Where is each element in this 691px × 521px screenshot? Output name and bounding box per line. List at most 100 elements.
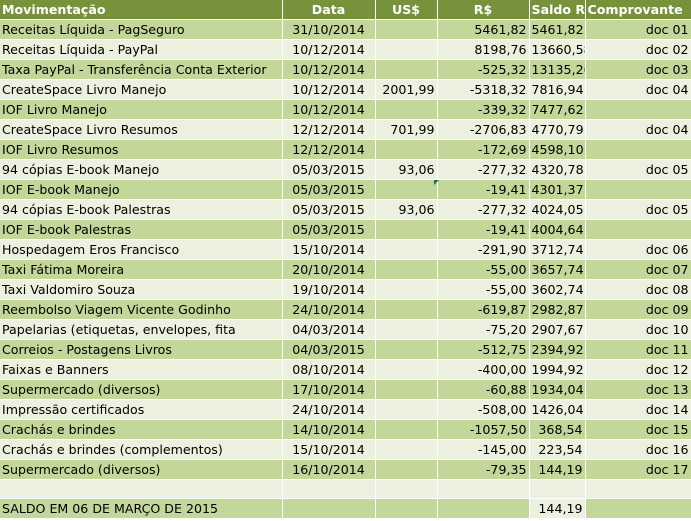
cell[interactable] xyxy=(585,479,691,499)
cell-brl[interactable]: -619,87 xyxy=(437,299,530,320)
header-brl[interactable]: R$ xyxy=(437,0,530,20)
cell-comprovante[interactable]: doc 08 xyxy=(585,279,691,300)
cell-brl[interactable]: -277,32 xyxy=(437,159,530,180)
cell-usd[interactable] xyxy=(375,139,438,160)
cell-data[interactable]: 17/10/2014 xyxy=(282,379,376,400)
total-value[interactable]: 144,19 xyxy=(529,498,586,519)
cell-saldo[interactable]: 2982,87 xyxy=(529,299,586,320)
cell-usd[interactable] xyxy=(375,439,438,460)
cell-brl[interactable]: -2706,83 xyxy=(437,119,530,140)
cell-comprovante[interactable]: doc 02 xyxy=(585,39,691,60)
cell-movimentacao[interactable]: Papelarias (etiquetas, envelopes, fita xyxy=(0,319,283,340)
cell-saldo[interactable]: 1426,04 xyxy=(529,399,586,420)
cell-saldo[interactable]: 223,54 xyxy=(529,439,586,460)
cell-usd[interactable] xyxy=(375,239,438,260)
cell-usd[interactable] xyxy=(375,379,438,400)
cell-brl[interactable]: 8198,76 xyxy=(437,39,530,60)
cell-movimentacao[interactable]: Taxi Valdomiro Souza xyxy=(0,279,283,300)
cell-usd[interactable] xyxy=(375,219,438,240)
cell-movimentacao[interactable]: Reembolso Viagem Vicente Godinho xyxy=(0,299,283,320)
cell-comprovante[interactable]: doc 14 xyxy=(585,399,691,420)
cell[interactable] xyxy=(585,498,691,519)
cell-saldo[interactable]: 13660,58 xyxy=(529,39,586,60)
cell-movimentacao[interactable]: Taxi Fátima Moreira xyxy=(0,259,283,280)
cell-comprovante[interactable]: doc 03 xyxy=(585,59,691,80)
cell-movimentacao[interactable]: 94 cópias E-book Manejo xyxy=(0,159,283,180)
cell-brl[interactable]: -75,20 xyxy=(437,319,530,340)
cell-usd[interactable] xyxy=(375,419,438,440)
cell[interactable] xyxy=(375,479,438,499)
cell-movimentacao[interactable]: CreateSpace Livro Resumos xyxy=(0,119,283,140)
cell[interactable] xyxy=(375,498,438,519)
cell-comprovante[interactable] xyxy=(585,99,691,120)
cell-data[interactable]: 24/10/2014 xyxy=(282,299,376,320)
header-data[interactable]: Data xyxy=(282,0,376,20)
cell[interactable] xyxy=(282,498,376,519)
cell-movimentacao[interactable]: IOF E-book Manejo xyxy=(0,179,283,200)
cell-saldo[interactable]: 4024,05 xyxy=(529,199,586,220)
cell-usd[interactable] xyxy=(375,459,438,480)
cell-data[interactable]: 12/12/2014 xyxy=(282,139,376,160)
cell-usd[interactable]: 701,99 xyxy=(375,119,438,140)
cell-usd[interactable] xyxy=(375,319,438,340)
cell-brl[interactable]: -400,00 xyxy=(437,359,530,380)
cell-movimentacao[interactable]: Hospedagem Eros Francisco xyxy=(0,239,283,260)
cell-comprovante[interactable]: doc 07 xyxy=(585,259,691,280)
cell-movimentacao[interactable]: Correios - Postagens Livros xyxy=(0,339,283,360)
cell-saldo[interactable]: 4301,37 xyxy=(529,179,586,200)
cell-saldo[interactable]: 4004,64 xyxy=(529,219,586,240)
cell-brl[interactable]: -60,88 xyxy=(437,379,530,400)
cell[interactable] xyxy=(529,479,586,499)
cell-movimentacao[interactable]: Crachás e brindes xyxy=(0,419,283,440)
cell-data[interactable]: 15/10/2014 xyxy=(282,239,376,260)
cell-saldo[interactable]: 1934,04 xyxy=(529,379,586,400)
cell-usd[interactable] xyxy=(375,179,438,200)
cell-usd[interactable] xyxy=(375,99,438,120)
cell-brl[interactable]: -19,41 xyxy=(437,219,530,240)
cell-data[interactable]: 31/10/2014 xyxy=(282,19,376,40)
cell-brl[interactable]: -55,00 xyxy=(437,259,530,280)
cell[interactable] xyxy=(437,479,530,499)
cell-comprovante[interactable] xyxy=(585,219,691,240)
cell-saldo[interactable]: 1994,92 xyxy=(529,359,586,380)
cell-usd[interactable] xyxy=(375,339,438,360)
cell-saldo[interactable]: 13135,26 xyxy=(529,59,586,80)
cell-comprovante[interactable]: doc 12 xyxy=(585,359,691,380)
cell-comprovante[interactable]: doc 01 xyxy=(585,19,691,40)
cell-movimentacao[interactable]: Faixas e Banners xyxy=(0,359,283,380)
cell-comprovante[interactable]: doc 11 xyxy=(585,339,691,360)
cell-saldo[interactable]: 7816,94 xyxy=(529,79,586,100)
cell-data[interactable]: 20/10/2014 xyxy=(282,259,376,280)
cell-data[interactable]: 04/03/2014 xyxy=(282,319,376,340)
cell-brl[interactable]: -19,41 xyxy=(437,179,530,200)
cell-data[interactable]: 14/10/2014 xyxy=(282,419,376,440)
cell-saldo[interactable]: 3602,74 xyxy=(529,279,586,300)
cell-usd[interactable] xyxy=(375,359,438,380)
cell-saldo[interactable]: 4320,78 xyxy=(529,159,586,180)
cell-comprovante[interactable] xyxy=(585,179,691,200)
cell-data[interactable]: 24/10/2014 xyxy=(282,399,376,420)
cell-comprovante[interactable]: doc 09 xyxy=(585,299,691,320)
cell-movimentacao[interactable]: CreateSpace Livro Manejo xyxy=(0,79,283,100)
cell-movimentacao[interactable]: Supermercado (diversos) xyxy=(0,379,283,400)
cell-saldo[interactable]: 2907,67 xyxy=(529,319,586,340)
cell-movimentacao[interactable]: Taxa PayPal - Transferência Conta Exteri… xyxy=(0,59,283,80)
cell-brl[interactable]: -339,32 xyxy=(437,99,530,120)
cell-brl[interactable]: -525,32 xyxy=(437,59,530,80)
cell-movimentacao[interactable]: IOF Livro Resumos xyxy=(0,139,283,160)
cell-brl[interactable]: -277,32 xyxy=(437,199,530,220)
cell-comprovante[interactable]: doc 05 xyxy=(585,199,691,220)
cell-data[interactable]: 08/10/2014 xyxy=(282,359,376,380)
cell-movimentacao[interactable]: Supermercado (diversos) xyxy=(0,459,283,480)
cell-brl[interactable]: -172,69 xyxy=(437,139,530,160)
cell-usd[interactable] xyxy=(375,39,438,60)
cell-usd[interactable]: 2001,99 xyxy=(375,79,438,100)
cell-comprovante[interactable]: doc 16 xyxy=(585,439,691,460)
cell[interactable] xyxy=(437,498,530,519)
cell-saldo[interactable]: 7477,62 xyxy=(529,99,586,120)
cell-saldo[interactable]: 368,54 xyxy=(529,419,586,440)
cell-usd[interactable] xyxy=(375,59,438,80)
header-usd[interactable]: US$ xyxy=(375,0,438,20)
cell-usd[interactable]: 93,06 xyxy=(375,159,438,180)
cell-data[interactable]: 05/03/2015 xyxy=(282,159,376,180)
